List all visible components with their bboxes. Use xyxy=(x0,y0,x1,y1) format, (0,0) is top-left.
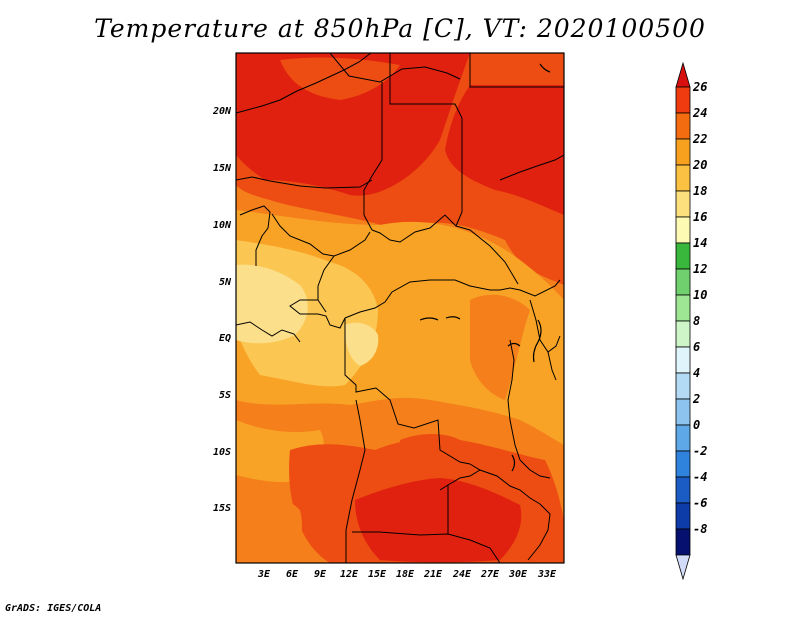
colorbar-swatch xyxy=(675,346,691,374)
longitude-axis: 3E 6E 9E 12E 15E 18E 21E 24E 27E 30E 33E xyxy=(257,569,557,580)
colorbar-label: 18 xyxy=(693,184,707,198)
lat-label-5N: 5N xyxy=(219,277,232,288)
colorbar-swatch xyxy=(675,398,691,426)
colorbar-swatch xyxy=(675,164,691,192)
colorbar-label: 14 xyxy=(693,236,707,250)
colorbar-label: 6 xyxy=(693,340,700,354)
latitude-axis: 20N 15N 10N 5N EQ 5S 10S 15S xyxy=(212,106,232,514)
lat-label-15S: 15S xyxy=(213,503,231,514)
colorbar-label: -2 xyxy=(693,444,707,458)
map-figure: 20N 15N 10N 5N EQ 5S 10S 15S 3E 6E 9E 12… xyxy=(212,52,707,581)
lat-label-15N: 15N xyxy=(213,163,232,174)
colorbar-swatch xyxy=(675,268,691,296)
colorbar-label: 12 xyxy=(693,262,707,276)
lon-label-12E: 12E xyxy=(340,569,359,580)
colorbar-label: -8 xyxy=(693,522,707,536)
colorbar-swatch xyxy=(675,86,691,114)
colorbar-swatch xyxy=(675,450,691,478)
grads-credit: GrADS: IGES/COLA xyxy=(5,603,102,614)
colorbar-label: 16 xyxy=(693,210,707,224)
colorbar-label: 4 xyxy=(693,366,700,380)
lakes xyxy=(419,63,551,472)
lat-label-5S: 5S xyxy=(219,390,231,401)
colorbar-swatch xyxy=(675,320,691,348)
country-borders xyxy=(236,53,564,563)
colorbar-label: 20 xyxy=(692,158,707,172)
lon-label-9E: 9E xyxy=(314,569,327,580)
lon-label-6E: 6E xyxy=(286,569,299,580)
lon-label-21E: 21E xyxy=(423,569,443,580)
lat-label-10S: 10S xyxy=(213,447,231,458)
lat-label-20N: 20N xyxy=(212,106,232,117)
lon-label-24E: 24E xyxy=(452,569,472,580)
colorbar-label: 22 xyxy=(692,132,707,146)
colorbar-swatch xyxy=(675,372,691,400)
colorbar-swatch xyxy=(675,294,691,322)
colorbar-swatch xyxy=(675,216,691,244)
chart-title: Temperature at 850hPa [C], VT: 202010050… xyxy=(94,14,706,43)
colorbar-swatch xyxy=(675,476,691,504)
colorbar-swatch xyxy=(675,502,691,530)
colorbar-swatch xyxy=(675,190,691,218)
lon-label-33E: 33E xyxy=(537,569,557,580)
colorbar-swatch xyxy=(675,528,691,556)
colorbar-swatch xyxy=(675,242,691,270)
lat-label-10N: 10N xyxy=(213,220,232,231)
colorbar-label: 26 xyxy=(692,80,707,94)
colorbar-label: 0 xyxy=(693,418,700,432)
temperature-field xyxy=(236,53,564,563)
colorbar-over-triangle xyxy=(675,61,691,88)
colorbar-swatch xyxy=(675,112,691,140)
colorbar-swatch xyxy=(675,424,691,452)
lon-label-18E: 18E xyxy=(396,569,415,580)
colorbar-label: 24 xyxy=(692,106,707,120)
lon-label-30E: 30E xyxy=(508,569,528,580)
colorbar-label: -6 xyxy=(693,496,707,510)
map-frame xyxy=(235,52,565,564)
colorbar-label: 10 xyxy=(693,288,707,302)
colorbar-swatch xyxy=(675,138,691,166)
lon-label-27E: 27E xyxy=(480,569,500,580)
colorbar-label: 8 xyxy=(693,314,700,328)
lat-label-EQ: EQ xyxy=(219,333,231,344)
lon-label-15E: 15E xyxy=(368,569,387,580)
colorbar-label: -4 xyxy=(693,470,707,484)
lon-label-3E: 3E xyxy=(257,569,271,580)
colorbar-label: 2 xyxy=(692,392,700,406)
colorbar-under-triangle xyxy=(675,554,691,581)
